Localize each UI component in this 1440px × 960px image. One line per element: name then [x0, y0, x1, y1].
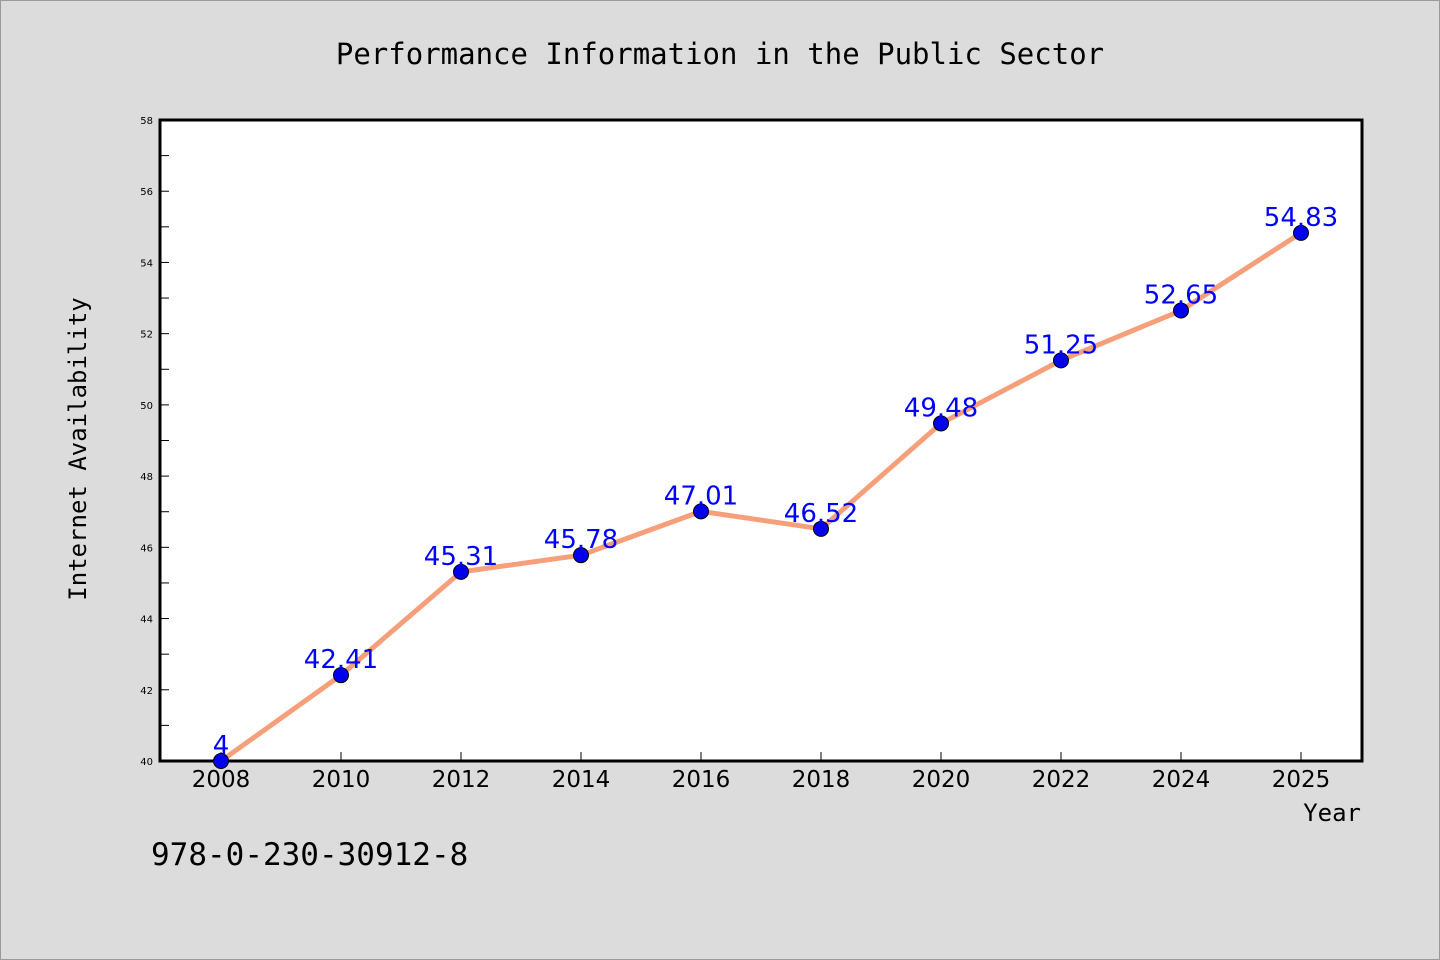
data-label: 45.78: [544, 525, 618, 555]
data-label: 52.65: [1144, 281, 1218, 311]
chart-title: Performance Information in the Public Se…: [336, 37, 1104, 71]
y-tick-label: 50: [140, 401, 153, 412]
y-tick-label: 40: [140, 757, 153, 768]
y-tick-label: 42: [140, 686, 153, 697]
y-tick-label: 44: [140, 615, 153, 626]
data-point: [693, 503, 709, 520]
x-axis-ticks: 2008 2010 2012 2014 2016 2018 2020 2022 2024 2025: [192, 752, 1331, 793]
x-axis-label: Year: [1303, 799, 1361, 827]
y-tick-label: 56: [140, 187, 153, 198]
x-tick-label: 2010: [312, 767, 371, 793]
x-tick-label: 2016: [672, 767, 731, 793]
data-label: 42.41: [304, 645, 378, 675]
data-label-layer: 4 42.41 45.31 45.78 47.01 46.52 49.48 51.25 52.6…: [213, 203, 1338, 761]
x-tick-label: 2014: [552, 767, 611, 793]
y-tick-label: 48: [140, 472, 153, 483]
y-axis-ticks: 40 42 44 46 48 50 52 54 56 58: [140, 116, 169, 768]
data-point: [213, 753, 229, 769]
x-tick-label: 2020: [912, 767, 971, 793]
data-label: 49.48: [904, 393, 978, 423]
data-point: [933, 415, 949, 432]
data-label: 54.83: [1264, 203, 1338, 233]
data-label: 4: [213, 731, 230, 761]
data-point: [1173, 302, 1189, 319]
data-label: 51.25: [1024, 330, 1098, 360]
y-tick-label: 52: [140, 330, 153, 341]
data-point: [453, 563, 469, 580]
y-tick-label: 54: [140, 258, 153, 269]
y-tick-label: 58: [140, 116, 153, 127]
x-tick-label: 2012: [432, 767, 491, 793]
y-tick-label: 46: [140, 543, 153, 554]
x-tick-label: 2018: [792, 767, 851, 793]
series-layer: [213, 224, 1309, 769]
data-point: [333, 667, 349, 684]
footnote-isbn: 978-0-230-30912-8: [151, 837, 468, 873]
data-label: 47.01: [664, 481, 738, 511]
data-label: 46.52: [784, 499, 858, 529]
series-line: [218, 230, 1304, 764]
data-point: [1053, 352, 1069, 369]
data-point: [1293, 224, 1309, 241]
plot-area: [158, 118, 1364, 763]
y-axis-label: Internet Availability: [64, 297, 92, 600]
data-point: [573, 547, 589, 564]
data-point: [813, 520, 829, 537]
x-tick-label: 2024: [1152, 767, 1211, 793]
x-tick-label: 2025: [1272, 767, 1331, 793]
x-tick-label: 2008: [192, 767, 251, 793]
x-tick-label: 2022: [1032, 767, 1091, 793]
data-label: 45.31: [424, 542, 498, 572]
